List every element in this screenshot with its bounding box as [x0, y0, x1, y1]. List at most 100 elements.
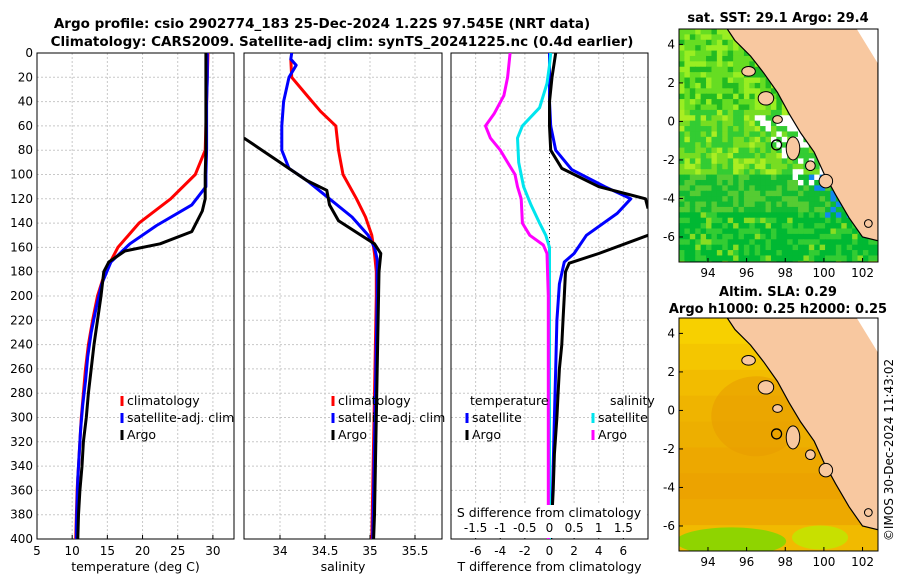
sst-cell	[803, 174, 810, 181]
sst-cell	[798, 239, 805, 246]
sst-cell	[679, 147, 686, 154]
x-tick-label: 5	[33, 544, 41, 558]
sst-cell	[684, 212, 691, 219]
y-tick-label: -4	[663, 480, 675, 494]
sst-cell	[738, 147, 745, 154]
sst-cell	[695, 126, 702, 133]
y-tick-label: 320	[10, 435, 33, 449]
sst-cell	[754, 244, 761, 251]
sst-cell	[733, 163, 740, 170]
sst-cell	[803, 250, 810, 257]
sst-cell	[722, 163, 729, 170]
sst-cell	[830, 201, 837, 208]
sst-cell	[808, 201, 815, 208]
sst-cell	[733, 217, 740, 224]
sst-cell	[700, 61, 707, 68]
land-island	[757, 380, 775, 395]
sst-cell	[700, 120, 707, 127]
legend-label: satellite	[598, 410, 648, 425]
sst-cell	[684, 93, 691, 100]
sst-cell	[700, 179, 707, 186]
sst-cell	[814, 169, 821, 176]
sst-cell	[754, 185, 761, 192]
sst-cell	[835, 228, 842, 235]
sst-cell	[781, 115, 788, 122]
sst-cell	[873, 255, 878, 262]
sst-cell	[814, 217, 821, 224]
sst-cell	[792, 196, 799, 203]
sst-cell	[743, 120, 750, 127]
sst-cell	[689, 185, 696, 192]
sst-cell	[792, 158, 799, 165]
sst-cell	[700, 260, 707, 262]
sst-cell	[684, 120, 691, 127]
sst-cell	[738, 50, 745, 57]
sst-cell	[749, 185, 756, 192]
y-tick-label: 400	[10, 532, 33, 546]
sst-cell	[733, 174, 740, 181]
sst-cell	[760, 190, 767, 197]
sst-cell	[700, 142, 707, 149]
sst-cell	[689, 115, 696, 122]
sst-cell	[781, 142, 788, 149]
sst-cell	[765, 120, 772, 127]
sst-cell	[679, 244, 686, 251]
figure-title-line1: Argo profile: csio 2902774_183 25-Dec-20…	[54, 16, 590, 32]
sst-cell	[765, 250, 772, 257]
sst-cell	[765, 115, 772, 122]
sst-cell	[689, 190, 696, 197]
sst-cell	[754, 126, 761, 133]
sst-cell	[733, 61, 740, 68]
x-tick-label: 35	[362, 544, 377, 558]
sst-cell	[792, 163, 799, 170]
sst-cell	[749, 223, 756, 230]
sst-cell	[716, 190, 723, 197]
sst-cell	[846, 255, 853, 262]
sst-cell	[776, 223, 783, 230]
argo-position-marker	[770, 428, 783, 440]
sst-cell	[787, 174, 794, 181]
sst-cell	[689, 131, 696, 138]
sst-cell	[706, 153, 713, 160]
sst-cell	[695, 174, 702, 181]
sst-cell	[738, 153, 745, 160]
sst-cell	[738, 72, 745, 79]
sst-cell	[738, 174, 745, 181]
sst-cell	[754, 77, 761, 84]
sst-cell	[716, 250, 723, 257]
sst-cell	[716, 260, 723, 262]
sst-cell	[679, 190, 686, 197]
sst-cell	[689, 29, 696, 35]
sst-cell	[825, 233, 832, 240]
sst-cell	[819, 217, 826, 224]
sst-cell	[862, 239, 869, 246]
sst-cell	[814, 260, 821, 262]
sst-cell	[733, 239, 740, 246]
sst-cell	[830, 260, 837, 262]
sst-cell	[760, 136, 767, 143]
sst-cell	[727, 174, 734, 181]
x-tick-label: 34	[272, 544, 287, 558]
y-tick-label: 240	[10, 338, 33, 352]
sst-cell	[781, 169, 788, 176]
sst-cell	[706, 109, 713, 116]
sst-cell	[722, 115, 729, 122]
sst-cell	[711, 45, 718, 52]
sst-cell	[684, 147, 691, 154]
y-tick-label: -4	[663, 191, 675, 205]
sst-cell	[733, 50, 740, 57]
sst-cell	[727, 39, 734, 46]
sst-cell	[868, 250, 875, 257]
sst-cell	[770, 228, 777, 235]
sst-cell	[733, 223, 740, 230]
sst-cell	[684, 66, 691, 73]
land-island	[785, 136, 801, 161]
sst-cell	[825, 255, 832, 262]
sst-cell	[733, 260, 740, 262]
series-line-t-satellite	[548, 53, 633, 539]
sst-cell	[787, 250, 794, 257]
sst-cell	[754, 196, 761, 203]
sst-cell	[716, 201, 723, 208]
sst-cell	[722, 126, 729, 133]
